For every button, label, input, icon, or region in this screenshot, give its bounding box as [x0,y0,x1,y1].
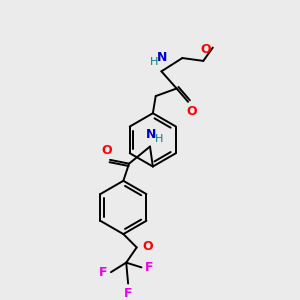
Text: O: O [102,144,112,157]
Text: O: O [187,105,197,118]
Text: N: N [157,51,168,64]
Text: O: O [142,240,153,253]
Text: F: F [124,287,132,300]
Text: N: N [146,128,156,141]
Text: F: F [145,261,154,274]
Text: O: O [201,43,212,56]
Text: F: F [99,266,107,279]
Text: H: H [154,134,163,144]
Text: H: H [150,57,158,67]
